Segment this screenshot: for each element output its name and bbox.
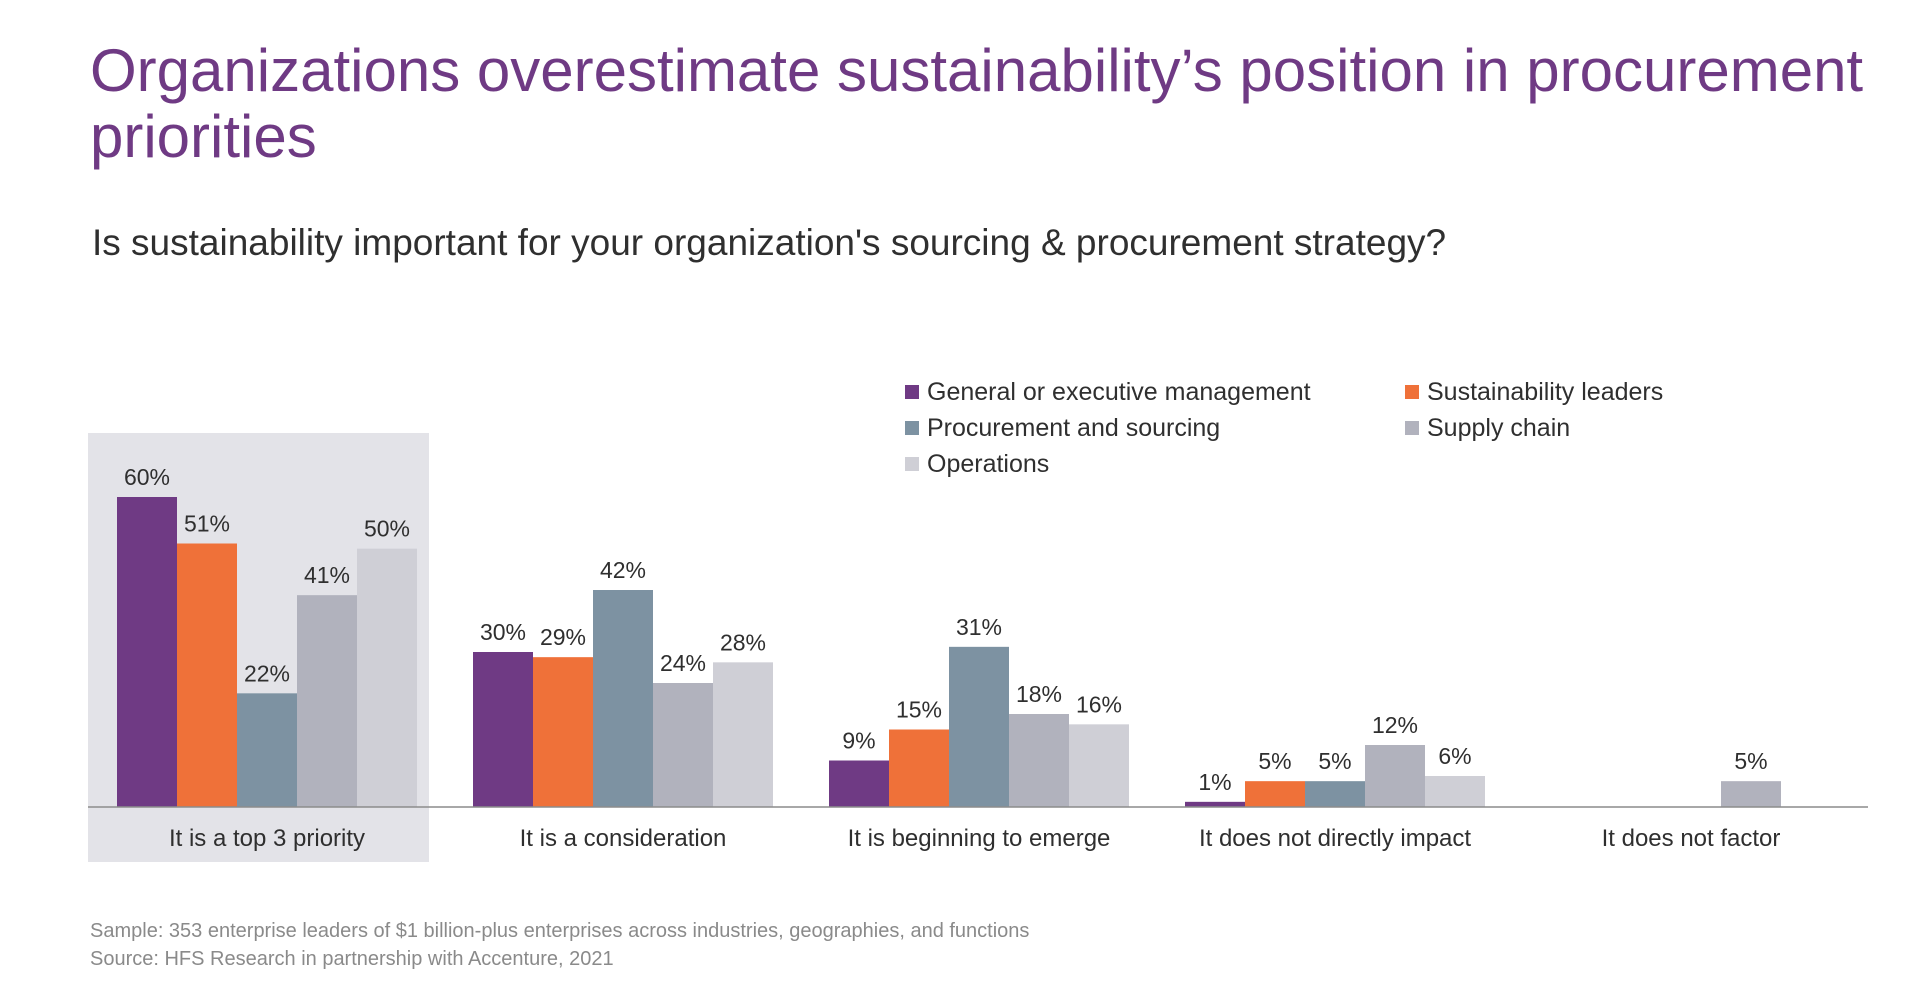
legend-swatch (1405, 421, 1419, 435)
bar-value-label: 60% (124, 464, 170, 490)
bar (1009, 714, 1069, 807)
bar-value-label: 31% (956, 614, 1002, 640)
bar-value-label: 15% (896, 697, 942, 723)
chart-question: Is sustainability important for your org… (92, 222, 1447, 263)
bar-value-label: 50% (364, 516, 410, 542)
legend-label: General or executive management (927, 377, 1311, 406)
bar-value-label: 41% (304, 562, 350, 588)
category-label: It does not factor (1602, 825, 1781, 852)
bar-value-label: 28% (720, 629, 766, 655)
bar-value-label: 6% (1438, 743, 1471, 769)
bar (473, 652, 533, 807)
bar (949, 646, 1009, 807)
bar-value-label: 1% (1198, 769, 1231, 795)
bar-value-label: 12% (1372, 712, 1418, 738)
bar-value-label: 18% (1016, 681, 1062, 707)
legend-item-procurement-sourcing: Procurement and sourcing (905, 410, 1405, 446)
bar-value-label: 51% (184, 511, 230, 537)
bar (237, 693, 297, 807)
bar-value-label: 9% (842, 728, 875, 754)
bar-value-label: 16% (1076, 691, 1122, 717)
legend-swatch (1405, 385, 1419, 399)
bar-value-label: 5% (1258, 748, 1291, 774)
source-footnote: Source: HFS Research in partnership with… (90, 948, 614, 970)
bar-value-label: 5% (1734, 748, 1767, 774)
chart-legend: General or executive management Sustaina… (905, 374, 1865, 482)
legend-swatch (905, 457, 919, 471)
bar (357, 548, 417, 807)
bar (1069, 724, 1129, 807)
bar (1245, 781, 1305, 807)
legend-label: Procurement and sourcing (927, 413, 1221, 442)
bar-value-label: 5% (1318, 748, 1351, 774)
legend-swatch (905, 421, 919, 435)
bar (117, 497, 177, 807)
legend-item-sustainability-leaders: Sustainability leaders (1405, 374, 1865, 410)
bar-value-label: 24% (660, 650, 706, 676)
bar (297, 595, 357, 807)
bar-value-label: 22% (244, 660, 290, 686)
bar-value-label: 29% (540, 624, 586, 650)
category-label: It does not directly impact (1199, 825, 1471, 852)
legend-label: Sustainability leaders (1427, 377, 1664, 406)
bar (533, 657, 593, 807)
bar (1305, 781, 1365, 807)
legend-item-general-management: General or executive management (905, 374, 1405, 410)
bar (177, 543, 237, 807)
legend-label: Supply chain (1427, 413, 1571, 442)
category-label: It is beginning to emerge (848, 825, 1111, 852)
bar-value-label: 42% (600, 557, 646, 583)
category-label: It is a top 3 priority (169, 825, 365, 852)
bar (1365, 745, 1425, 807)
page-title: Organizations overestimate sustainabilit… (90, 37, 1864, 170)
bar (1425, 776, 1485, 807)
bar (889, 729, 949, 807)
bar-value-label: 30% (480, 619, 526, 645)
category-label: It is a consideration (520, 825, 727, 852)
bar (713, 662, 773, 807)
bar (1721, 781, 1781, 807)
legend-item-operations: Operations (905, 446, 1405, 482)
bar (653, 683, 713, 807)
bar (593, 590, 653, 807)
legend-item-supply-chain: Supply chain (1405, 410, 1865, 446)
bar (829, 760, 889, 807)
legend-label: Operations (927, 449, 1050, 478)
legend-swatch (905, 385, 919, 399)
sample-footnote: Sample: 353 enterprise leaders of $1 bil… (90, 920, 1030, 942)
bar (1185, 801, 1245, 807)
